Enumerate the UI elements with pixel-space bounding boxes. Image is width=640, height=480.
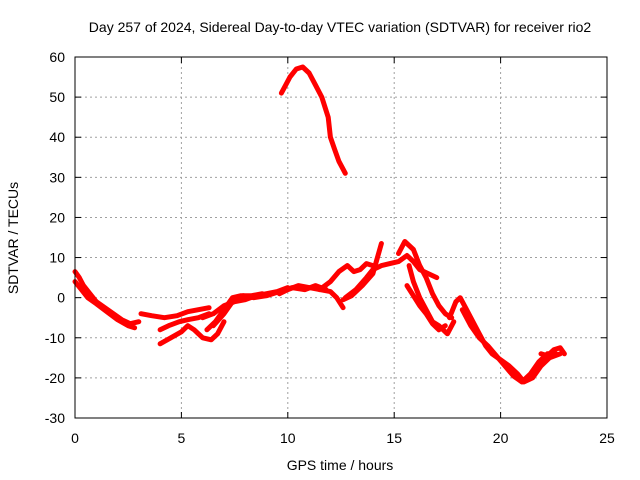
y-tick-label: 60	[49, 49, 65, 65]
series-line-arc-18	[459, 307, 559, 385]
y-tick-label: -30	[45, 410, 65, 426]
y-axis-label: SDTVAR / TECUs	[5, 182, 21, 294]
y-tick-label: 40	[49, 129, 65, 145]
series-line-arc-16	[404, 283, 448, 333]
x-tick-label: 5	[178, 430, 186, 446]
series-line-arc-10	[278, 64, 348, 176]
data-series	[72, 64, 567, 385]
x-tick-label: 15	[386, 430, 402, 446]
y-tick-label: 50	[49, 89, 65, 105]
series-line-arc-11	[317, 261, 376, 293]
series-line-arc-19	[538, 345, 567, 359]
x-tick-label: 25	[599, 430, 615, 446]
y-tick-label: 30	[49, 169, 65, 185]
x-tick-label: 0	[71, 430, 79, 446]
y-tick-label: -20	[45, 370, 65, 386]
series-line-arc-14	[396, 239, 455, 321]
y-tick-label: -10	[45, 330, 65, 346]
chart-title: Day 257 of 2024, Sidereal Day-to-day VTE…	[89, 19, 592, 35]
grid-lines	[75, 57, 607, 418]
axis-ticks: -30 -20 -10 0 10 20 30 40 50 60 0 5 10 15 20 25	[45, 49, 615, 446]
x-axis-label: GPS time / hours	[287, 457, 394, 473]
series-line-arc-9	[276, 283, 346, 311]
series-line-arc-4	[157, 311, 212, 333]
series-line-arc-3	[138, 305, 212, 321]
x-tick-label: 20	[493, 430, 509, 446]
series-line-arc-5	[157, 319, 227, 347]
series-line-arc-2	[72, 279, 138, 331]
plot-frame	[74, 56, 608, 419]
x-tick-label: 10	[280, 430, 296, 446]
series-line-arc-13	[340, 241, 384, 303]
y-tick-label: 20	[49, 209, 65, 225]
y-tick-label: 0	[57, 290, 65, 306]
y-tick-label: 10	[49, 250, 65, 266]
